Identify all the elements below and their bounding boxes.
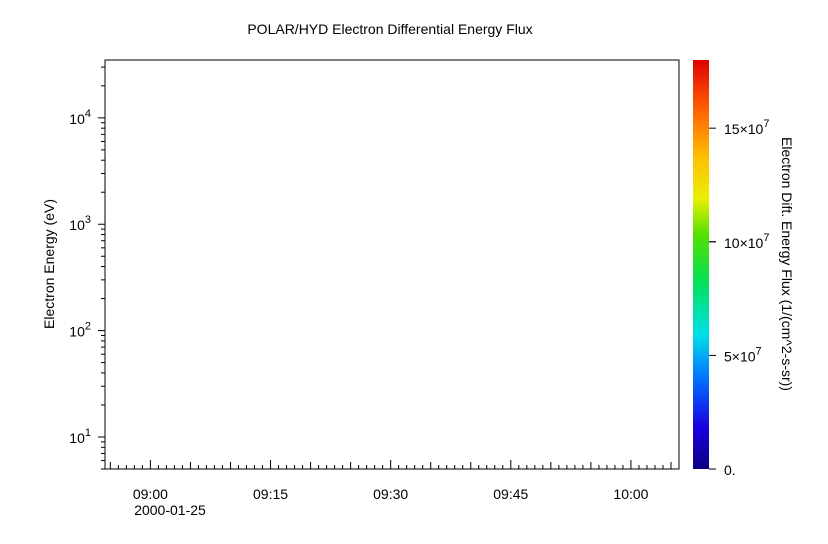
x-axis: 09:00 09:15 09:30 09:45 10:00: [109, 460, 680, 502]
y-axis: 101 102 103 104: [69, 66, 105, 470]
x-tick-label: 09:45: [493, 486, 528, 502]
x-tick-label: 09:15: [253, 486, 288, 502]
y-axis-label: Electron Energy (eV): [41, 199, 57, 329]
y-tick-label: 104: [69, 108, 91, 127]
colorbar-tick-label: 0.: [724, 462, 736, 478]
x-date-label: 2000-01-25: [134, 502, 206, 518]
colorbar-ticks: 0. 5×107 10×107 15×107: [709, 118, 769, 478]
x-tick-label: 09:30: [373, 486, 408, 502]
colorbar-tick-label: 10×107: [724, 232, 769, 251]
plot-area: [104, 59, 680, 470]
x-tick-label: 10:00: [613, 486, 648, 502]
colorbar-tick-label: 5×107: [724, 345, 762, 364]
colorbar: [693, 60, 709, 469]
chart-title: POLAR/HYD Electron Differential Energy F…: [247, 21, 532, 37]
colorbar-label: Electron Dift. Energy Flux (1/(cm^2-s-sr…: [779, 137, 795, 391]
colorbar-tick-label: 15×107: [724, 118, 769, 137]
x-tick-label: 09:00: [133, 486, 168, 502]
y-tick-label: 103: [69, 214, 91, 233]
y-tick-label: 101: [69, 427, 91, 446]
y-tick-label: 102: [69, 321, 91, 340]
